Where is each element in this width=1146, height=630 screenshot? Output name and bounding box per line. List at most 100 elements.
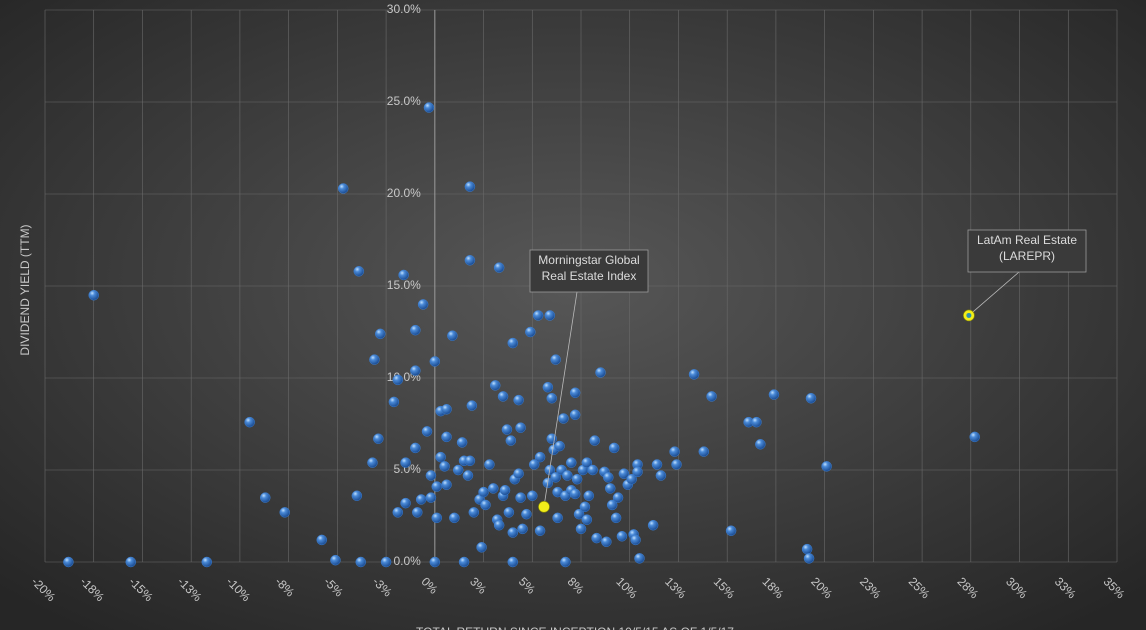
point [435, 451, 446, 463]
point [380, 556, 392, 568]
point [501, 424, 513, 435]
point [573, 508, 585, 520]
point [513, 394, 524, 406]
point [527, 490, 538, 502]
point [608, 442, 620, 454]
point [464, 181, 476, 192]
point [458, 556, 470, 568]
point [456, 437, 468, 448]
point [552, 512, 563, 524]
point [499, 484, 511, 496]
point [669, 446, 680, 457]
point [534, 451, 546, 463]
highlight-center [966, 312, 972, 318]
point [517, 523, 528, 535]
point [801, 543, 813, 555]
point [373, 433, 384, 444]
point [651, 459, 663, 470]
point [480, 499, 491, 511]
annotation-box [967, 229, 1087, 273]
point [489, 380, 501, 391]
point [125, 556, 137, 568]
y-axis-title: DIVIDEND YIELD (TTM) [18, 224, 32, 355]
point [528, 459, 540, 470]
point [244, 416, 255, 428]
point [505, 435, 517, 446]
point [398, 269, 409, 281]
point [583, 490, 595, 502]
annotation-box [529, 249, 649, 293]
point [421, 426, 433, 437]
point [417, 299, 429, 310]
y-tick-label: 30.0% [387, 2, 421, 16]
point [462, 470, 474, 481]
point [431, 481, 443, 492]
point [560, 556, 571, 568]
point [569, 409, 581, 421]
point [392, 507, 404, 518]
y-tick-label: 25.0% [387, 94, 421, 108]
point [821, 461, 832, 472]
point [618, 468, 630, 479]
point [706, 391, 717, 402]
point [805, 392, 817, 404]
point [515, 492, 526, 503]
y-tick-label: 15.0% [387, 278, 421, 292]
point [464, 254, 476, 266]
point [562, 470, 573, 481]
point [725, 525, 737, 536]
point [392, 374, 404, 386]
point [412, 507, 423, 518]
point [367, 457, 378, 468]
point [431, 512, 443, 524]
point [969, 431, 980, 443]
point [542, 381, 554, 393]
point [589, 435, 600, 446]
point [513, 468, 524, 479]
point [353, 266, 365, 277]
point [587, 464, 598, 476]
point [88, 289, 99, 301]
y-tick-label: 5.0% [393, 462, 421, 476]
point [630, 534, 641, 546]
point [493, 519, 505, 531]
point [566, 457, 577, 468]
point [546, 392, 558, 404]
point [400, 457, 411, 468]
point [503, 507, 515, 518]
point [604, 483, 616, 494]
point [488, 483, 499, 494]
point [612, 492, 624, 503]
point [579, 501, 591, 513]
point [626, 473, 637, 485]
point [478, 486, 489, 498]
point [595, 367, 606, 378]
annotation-text: Morningstar Global [538, 253, 639, 267]
point [441, 431, 452, 443]
highlight-point [538, 500, 550, 513]
point [532, 310, 544, 321]
point [369, 354, 380, 365]
point [355, 556, 367, 568]
point [603, 472, 614, 483]
point [569, 488, 581, 500]
annotation-text: Real Estate Index [542, 269, 637, 283]
point [439, 461, 450, 472]
point [569, 387, 581, 398]
point [575, 523, 587, 535]
point [671, 459, 682, 470]
point [634, 553, 645, 564]
point [601, 536, 612, 548]
point [476, 542, 487, 553]
point [688, 369, 700, 380]
annotation-text: (LAREPR) [999, 249, 1055, 263]
point [571, 473, 583, 485]
point [591, 532, 602, 544]
point [507, 556, 519, 568]
point [374, 328, 386, 340]
point [441, 404, 452, 415]
x-axis-title: TOTAL RETURN SINCE INCEPTION 10/5/15 AS … [416, 625, 734, 630]
leader-line [968, 271, 1020, 316]
point [441, 479, 452, 490]
